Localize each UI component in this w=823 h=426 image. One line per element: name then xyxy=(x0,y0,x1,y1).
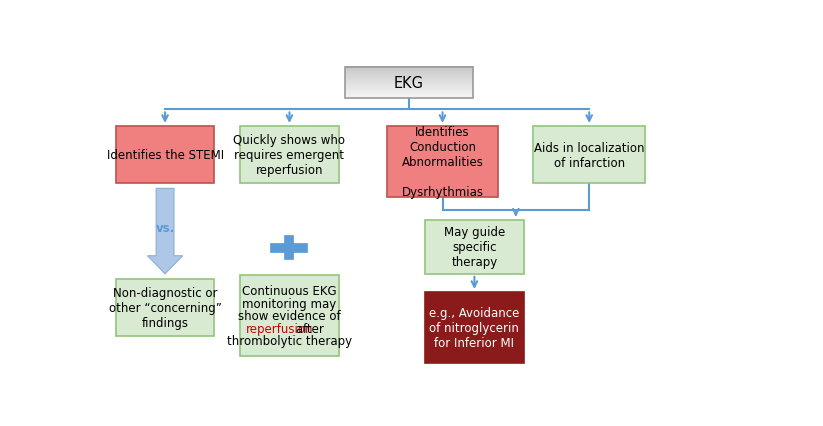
FancyBboxPatch shape xyxy=(115,279,215,337)
Text: Non-diagnostic or
other “concerning”
findings: Non-diagnostic or other “concerning” fin… xyxy=(109,286,221,329)
Text: show evidence of: show evidence of xyxy=(238,310,341,322)
FancyBboxPatch shape xyxy=(346,68,472,69)
FancyBboxPatch shape xyxy=(346,75,472,76)
Text: monitoring may: monitoring may xyxy=(242,297,337,310)
FancyBboxPatch shape xyxy=(387,127,498,197)
Text: Identifies the STEMI: Identifies the STEMI xyxy=(106,149,224,162)
Text: vs.: vs. xyxy=(156,222,174,235)
FancyBboxPatch shape xyxy=(346,87,472,88)
Polygon shape xyxy=(147,189,183,274)
FancyBboxPatch shape xyxy=(346,69,472,71)
FancyBboxPatch shape xyxy=(346,88,472,89)
FancyBboxPatch shape xyxy=(346,90,472,92)
FancyBboxPatch shape xyxy=(346,95,472,97)
FancyBboxPatch shape xyxy=(346,81,472,82)
FancyBboxPatch shape xyxy=(346,83,472,84)
Text: May guide
specific
therapy: May guide specific therapy xyxy=(444,226,505,268)
FancyBboxPatch shape xyxy=(346,91,472,92)
FancyBboxPatch shape xyxy=(346,93,472,95)
FancyBboxPatch shape xyxy=(425,292,523,363)
FancyBboxPatch shape xyxy=(346,75,472,77)
FancyBboxPatch shape xyxy=(346,84,472,85)
FancyBboxPatch shape xyxy=(346,79,472,80)
FancyBboxPatch shape xyxy=(346,86,472,87)
FancyBboxPatch shape xyxy=(533,127,645,184)
FancyBboxPatch shape xyxy=(346,77,472,78)
FancyBboxPatch shape xyxy=(346,78,472,79)
FancyBboxPatch shape xyxy=(346,67,472,69)
Text: EKG: EKG xyxy=(394,76,424,91)
FancyBboxPatch shape xyxy=(240,276,339,356)
FancyBboxPatch shape xyxy=(346,72,472,74)
FancyBboxPatch shape xyxy=(346,92,472,93)
FancyBboxPatch shape xyxy=(115,127,215,184)
Text: Continuous EKG: Continuous EKG xyxy=(242,285,337,297)
Text: e.g., Avoidance
of nitroglycerin
for Inferior MI: e.g., Avoidance of nitroglycerin for Inf… xyxy=(430,306,519,349)
FancyBboxPatch shape xyxy=(425,220,523,274)
FancyBboxPatch shape xyxy=(346,82,472,83)
FancyBboxPatch shape xyxy=(346,96,472,98)
Text: Quickly shows who
requires emergent
reperfusion: Quickly shows who requires emergent repe… xyxy=(234,134,346,177)
FancyBboxPatch shape xyxy=(346,80,472,81)
FancyBboxPatch shape xyxy=(346,94,472,95)
FancyBboxPatch shape xyxy=(346,85,472,86)
Text: Identifies
Conduction
Abnormalities

Dysrhythmias: Identifies Conduction Abnormalities Dysr… xyxy=(402,125,484,198)
FancyBboxPatch shape xyxy=(346,70,472,72)
FancyBboxPatch shape xyxy=(346,97,472,99)
Text: Aids in localization
of infarction: Aids in localization of infarction xyxy=(534,141,644,169)
FancyBboxPatch shape xyxy=(346,89,472,90)
Text: thrombolytic therapy: thrombolytic therapy xyxy=(227,334,352,348)
FancyBboxPatch shape xyxy=(346,73,472,75)
FancyBboxPatch shape xyxy=(346,71,472,73)
FancyBboxPatch shape xyxy=(240,127,339,184)
Text: reperfusion: reperfusion xyxy=(246,322,314,335)
Text: after: after xyxy=(291,322,323,335)
